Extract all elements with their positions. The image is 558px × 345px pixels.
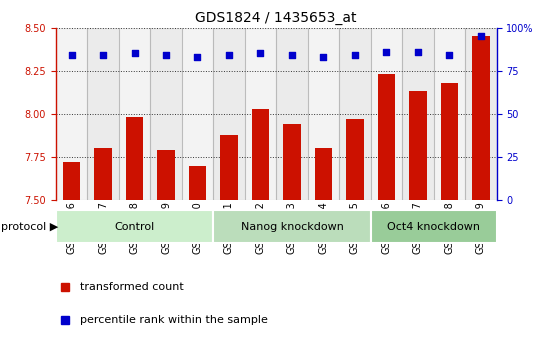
Bar [87,28,119,200]
Bar [213,28,245,200]
Bar [245,28,276,200]
Text: Nanog knockdown: Nanog knockdown [240,222,343,232]
Point [413,49,422,55]
Bar [56,28,87,200]
Bar [252,109,269,345]
Point [319,54,328,60]
Bar [126,117,143,345]
Point [350,52,359,58]
Bar [472,36,489,345]
Title: GDS1824 / 1435653_at: GDS1824 / 1435653_at [195,11,357,25]
Bar [402,28,434,200]
Point [67,52,76,58]
Point [224,52,233,58]
Bar [213,210,371,243]
Bar [339,28,371,200]
Bar [434,28,465,200]
Point [445,52,454,58]
Bar [307,28,339,200]
Bar [150,28,182,200]
Bar [465,28,497,200]
Text: transformed count: transformed count [80,282,184,292]
Point [162,52,171,58]
Point [130,51,139,56]
Point [382,49,391,55]
Bar [441,83,458,345]
Point [477,33,485,39]
Bar [371,28,402,200]
Point [256,51,265,56]
Bar [283,124,301,345]
Bar [119,28,150,200]
Point [287,52,296,58]
Bar [56,210,213,243]
Bar [182,28,213,200]
Bar [409,91,426,345]
Bar [315,148,332,345]
Bar [220,135,238,345]
Text: Oct4 knockdown: Oct4 knockdown [387,222,480,232]
Text: protocol ▶: protocol ▶ [1,222,59,232]
Bar [347,119,364,345]
Text: Control: Control [114,222,155,232]
Bar [63,162,80,345]
Bar [378,74,395,345]
Point [193,54,202,60]
Bar [189,166,206,345]
Bar [157,150,175,345]
Point [99,52,108,58]
Bar [276,28,307,200]
Bar [371,210,497,243]
Bar [94,148,112,345]
Text: percentile rank within the sample: percentile rank within the sample [80,315,268,325]
